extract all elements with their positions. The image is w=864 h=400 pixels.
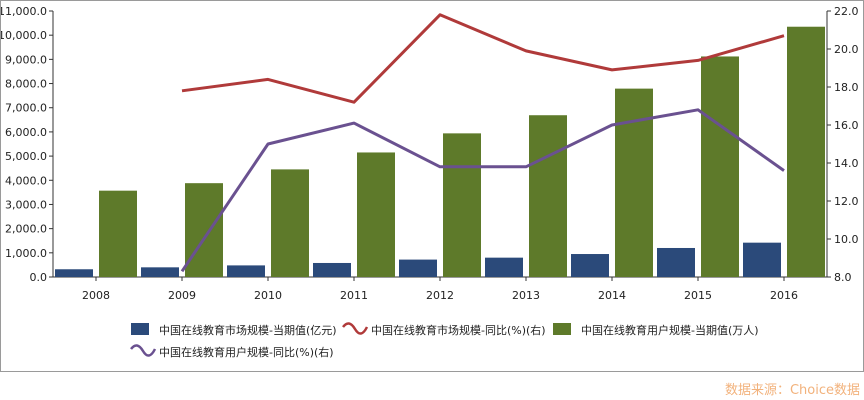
bar-users xyxy=(271,169,309,277)
x-tick-label: 2011 xyxy=(340,289,368,302)
right-tick-label: 16.0 xyxy=(834,119,859,132)
left-tick-label: 1,000.0 xyxy=(5,247,47,260)
x-tick-label: 2015 xyxy=(684,289,712,302)
right-tick-label: 20.0 xyxy=(834,43,859,56)
bar-market xyxy=(141,267,179,277)
x-tick-label: 2010 xyxy=(254,289,282,302)
chart-svg: 0.0 1,000.0 2,000.0 3,000.0 4,000.0 5,000.0 6,… xyxy=(1,5,859,359)
bar-market xyxy=(313,262,351,277)
x-tick-label: 2012 xyxy=(426,289,454,302)
x-tick-label: 2016 xyxy=(770,289,798,302)
line-market-yoy xyxy=(181,13,785,104)
legend-swatch xyxy=(342,322,369,335)
x-tick-label: 2008 xyxy=(82,289,110,302)
left-tick-label: 0.0 xyxy=(30,271,48,284)
bar-users xyxy=(185,183,223,277)
left-tick-label: 8,000.0 xyxy=(5,78,47,91)
bar-users xyxy=(615,88,653,278)
bar-market xyxy=(399,259,437,277)
legend-label: 中国在线教育市场规模-当期值(亿元) xyxy=(159,323,337,337)
left-tick-label: 3,000.0 xyxy=(5,198,47,211)
left-tick-label: 4,000.0 xyxy=(5,174,47,187)
right-tick-label: 10.0 xyxy=(834,233,859,246)
legend-label: 中国在线教育用户规模-当期值(万人) xyxy=(581,323,759,337)
bar-users xyxy=(357,152,395,277)
bar-market xyxy=(657,247,695,277)
bar-market xyxy=(55,269,93,277)
left-tick-label: 11,000.0 xyxy=(1,5,47,18)
legend-label: 中国在线教育市场规模-同比(%)(右) xyxy=(371,323,546,337)
bar-market xyxy=(485,257,523,277)
left-tick-label: 5,000.0 xyxy=(5,150,47,163)
bar-users xyxy=(787,26,825,277)
x-tick-label: 2009 xyxy=(168,289,196,302)
x-tick-label: 2013 xyxy=(512,289,540,302)
legend-swatch xyxy=(131,323,149,335)
bar-users xyxy=(529,115,567,277)
bar-users xyxy=(99,190,137,277)
left-tick-label: 2,000.0 xyxy=(5,223,47,236)
bar-users xyxy=(443,133,481,277)
line-users-yoy xyxy=(180,108,785,273)
left-tick-label: 6,000.0 xyxy=(5,126,47,139)
x-tick-label: 2014 xyxy=(598,289,626,302)
right-tick-label: 8.0 xyxy=(834,271,852,284)
right-tick-label: 22.0 xyxy=(834,5,859,18)
legend-swatch xyxy=(553,323,571,335)
legend-swatch xyxy=(130,344,157,357)
source-note: 数据来源：Choice数据 xyxy=(724,383,860,398)
bar-market xyxy=(571,254,609,277)
left-tick-label: 10,000.0 xyxy=(1,29,47,42)
right-tick-label: 18.0 xyxy=(834,81,859,94)
left-tick-label: 9,000.0 xyxy=(5,53,47,66)
bar-market xyxy=(227,265,265,277)
legend-label: 中国在线教育用户规模-同比(%)(右) xyxy=(159,345,334,359)
chart-frame: 0.0 1,000.0 2,000.0 3,000.0 4,000.0 5,000.0 6,… xyxy=(0,0,864,372)
bar-users xyxy=(701,56,739,277)
right-tick-label: 14.0 xyxy=(834,157,859,170)
left-tick-label: 7,000.0 xyxy=(5,102,47,115)
bar-market xyxy=(743,242,781,277)
right-tick-label: 12.0 xyxy=(834,195,859,208)
